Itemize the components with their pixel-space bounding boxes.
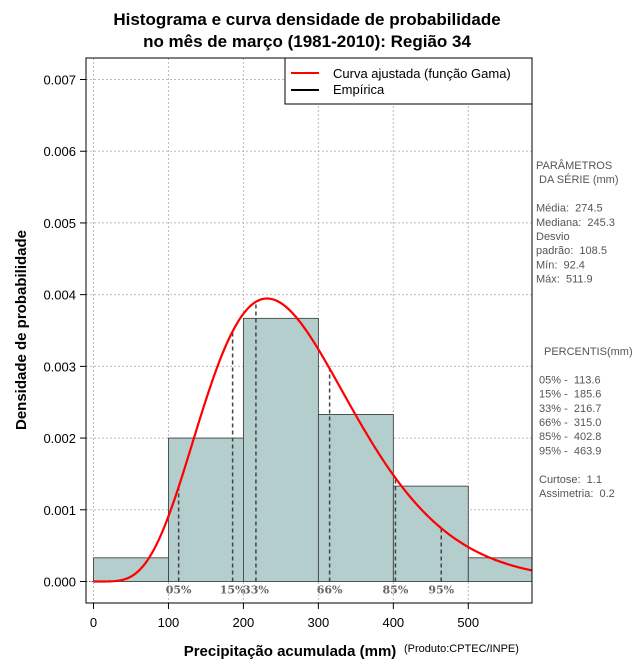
y-tick-label: 0.001 (43, 503, 76, 518)
x-axis-label: Precipitação acumulada (mm) (184, 643, 397, 660)
histogram-bar (467, 557, 532, 582)
chart-title-line2: no mês de março (1981-2010): Região 34 (143, 32, 471, 51)
series-parameter-line: PARÂMETROS (536, 159, 612, 172)
percentile-label: 95% (428, 583, 454, 596)
percentiles-panel: PERCENTIS(mm) 05% - 113.6 15% - 185.6 33% -… (539, 346, 633, 500)
series-parameter-line: Mediana: 245.3 (536, 217, 615, 229)
percentile-stat-line: 15% - 185.6 (539, 389, 601, 401)
gamma-curve (93, 297, 532, 583)
y-tick-label: 0.005 (43, 216, 76, 231)
percentile-stat-line: Assimetria: 0.2 (539, 488, 615, 500)
series-parameters-panel: PARÂMETROS DA SÉRIE (mm) Média: 274.5 Medi… (536, 159, 619, 286)
chart-title-line1: Histograma e curva densidade de probabil… (113, 10, 500, 29)
gamma-curve-line (93, 297, 532, 583)
percentile-stat-line: 95% - 463.9 (539, 445, 601, 457)
histogram-bar (93, 557, 169, 582)
percentile-label: 33% (243, 583, 269, 596)
legend-label-empirical: Empírica (333, 82, 385, 97)
y-tick-label: 0.007 (43, 73, 76, 88)
histogram-bar (243, 317, 319, 582)
histogram-bar (392, 485, 469, 582)
y-tick-label: 0.004 (43, 288, 76, 303)
axes: 0 100 200 300 400 500 0.000 0.001 0.002 0.003 0.00… (43, 57, 533, 630)
y-tick-label: 0.003 (43, 359, 76, 374)
percentile-stat-line: PERCENTIS(mm) (544, 346, 633, 358)
percentile-lines: 05% 15%33% 66% 85% 95% (166, 301, 455, 596)
histogram-bars (86, 317, 532, 582)
percentile-label: 05% (166, 583, 192, 596)
percentile-stat-line: 66% - 315.0 (539, 417, 601, 429)
percentile-stat-line: 85% - 402.8 (539, 431, 601, 443)
x-tick-label: 0 (90, 615, 97, 630)
legend-box (284, 57, 533, 105)
series-parameter-line: DA SÉRIE (mm) (536, 173, 619, 186)
series-parameter-line: Média: 274.5 (536, 203, 603, 215)
percentile-label: 85% (383, 583, 409, 596)
legend-label-curve: Curva ajustada (função Gama) (333, 66, 511, 81)
histogram-bar (168, 437, 244, 582)
series-parameter-line: Máx: 511.9 (536, 274, 593, 286)
product-credit: (Produto:CPTEC/INPE) (404, 643, 519, 655)
series-parameter-line: Mín: 92.4 (536, 259, 585, 271)
series-parameter-line: padrão: 108.5 (536, 245, 607, 257)
percentile-label: 15% (220, 583, 246, 596)
y-tick-label: 0.002 (43, 431, 76, 446)
series-parameter-line: Desvio (536, 231, 570, 243)
y-tick-label: 0.000 (43, 574, 76, 589)
x-tick-label: 300 (308, 615, 330, 630)
y-tick-label: 0.006 (43, 144, 76, 159)
percentile-stat-line: 33% - 216.7 (539, 403, 601, 415)
x-tick-label: 500 (457, 615, 479, 630)
legend: Curva ajustada (função Gama) Empírica (284, 57, 533, 105)
percentile-stat-line: Curtose: 1.1 (539, 474, 602, 486)
x-tick-label: 100 (158, 615, 180, 630)
percentile-stat-line: 05% - 113.6 (539, 374, 601, 386)
y-axis-label: Densidade de probabilidade (13, 230, 30, 430)
x-tick-label: 200 (233, 615, 255, 630)
x-tick-label: 400 (382, 615, 404, 630)
percentile-label: 66% (317, 583, 343, 596)
